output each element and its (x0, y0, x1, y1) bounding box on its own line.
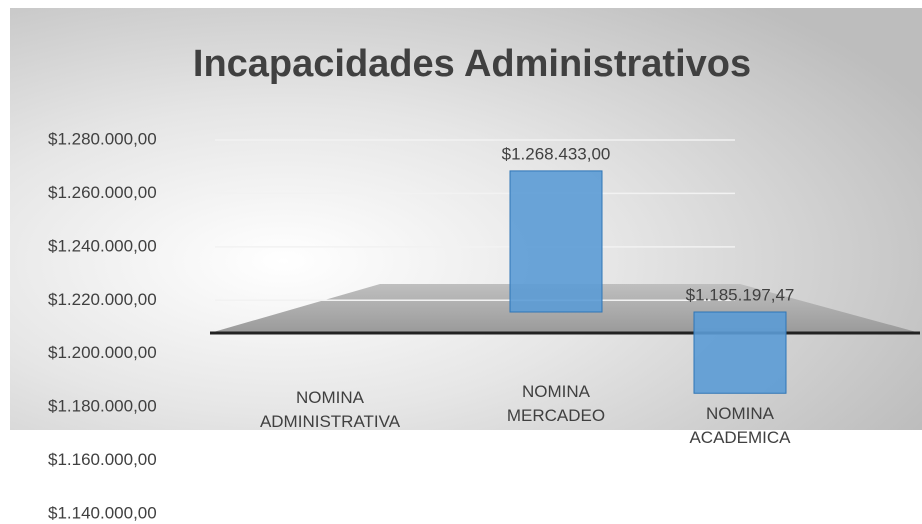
data-label: $1.185.197,47 (686, 285, 795, 304)
y-tick-label: $1.180.000,00 (48, 397, 157, 416)
x-tick-label: NOMINA MERCADEO (506, 382, 606, 425)
bar (509, 170, 603, 313)
chart-title: Incapacidades Administrativos (193, 43, 751, 85)
y-tick-label: $1.140.000,00 (48, 503, 157, 522)
y-tick-label: $1.260.000,00 (48, 183, 157, 202)
y-tick-label: $1.280.000,00 (48, 129, 157, 148)
x-tick-label: NOMINA ACADEMICA (689, 404, 791, 447)
y-tick-label: $1.200.000,00 (48, 343, 157, 362)
x-tick-label: NOMINA ADMINISTRATIVA (259, 388, 401, 431)
y-tick-label: $1.240.000,00 (48, 236, 157, 255)
y-tick-label: $1.220.000,00 (48, 290, 157, 309)
data-label: $1.268.433,00 (502, 144, 611, 163)
bar (693, 311, 787, 394)
y-tick-label: $1.160.000,00 (48, 450, 157, 469)
